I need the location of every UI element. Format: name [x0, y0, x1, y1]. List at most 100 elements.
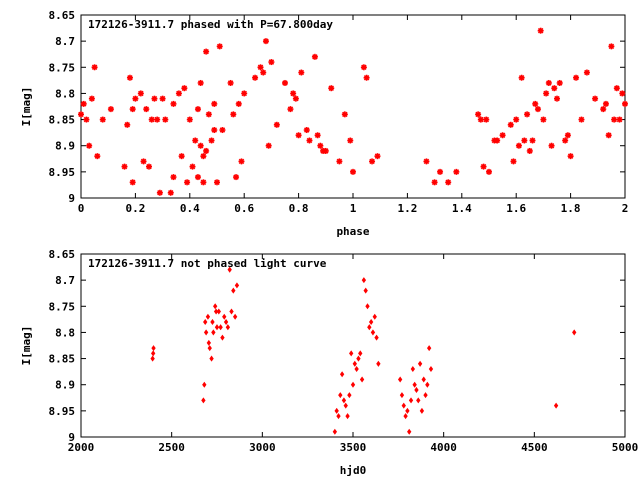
data-point — [200, 153, 207, 160]
data-point — [350, 168, 356, 175]
data-point — [132, 95, 139, 102]
data-point — [143, 106, 150, 113]
y-tick-label: 8.75 — [49, 300, 76, 313]
x-tick-label: 0.4 — [180, 202, 200, 215]
data-point — [622, 100, 628, 107]
data-point — [192, 137, 199, 144]
phased-data-points — [78, 27, 628, 196]
x-tick-label: 0 — [78, 202, 85, 215]
data-point — [222, 313, 227, 320]
data-point — [374, 153, 381, 160]
x-tick-label: 3500 — [340, 441, 367, 454]
data-point — [368, 318, 374, 325]
data-point — [211, 127, 218, 134]
data-point — [428, 366, 434, 373]
x-tick-label: 1 — [350, 202, 357, 215]
data-point — [423, 392, 428, 399]
data-point — [532, 100, 539, 107]
data-point — [178, 153, 185, 160]
data-point — [205, 313, 211, 320]
y-tick-label: 8.9 — [55, 140, 75, 153]
data-point — [564, 132, 571, 139]
data-point — [295, 132, 302, 139]
unphased-chart-title: 172126-3911.7 not phased light curve — [88, 257, 327, 270]
data-point — [86, 142, 93, 149]
y-tick-label: 9 — [68, 431, 75, 444]
data-point — [203, 329, 209, 336]
data-point — [437, 168, 444, 175]
data-point — [360, 64, 367, 71]
y-tick-label: 8.85 — [49, 114, 76, 127]
data-point — [537, 27, 544, 34]
data-point — [220, 334, 225, 341]
data-point — [314, 132, 321, 139]
data-point — [551, 85, 558, 92]
data-point — [234, 282, 240, 289]
data-point — [227, 266, 232, 273]
data-point — [363, 287, 368, 294]
data-point — [562, 137, 569, 144]
data-point — [486, 168, 492, 175]
phased-y-axis-label: I[mag] — [20, 87, 33, 127]
data-point — [592, 95, 599, 102]
data-point — [416, 397, 421, 404]
unphased-x-axis-label: hjd0 — [340, 464, 367, 477]
data-point — [129, 179, 136, 186]
unphased-light-curve-panel: 2000 2500 3000 3500 4000 4500 5000 8.65 8.7 8.75 8… — [20, 248, 638, 477]
unphased-data-points — [150, 266, 577, 435]
data-point — [189, 163, 196, 170]
data-point — [365, 303, 370, 310]
data-point — [367, 324, 372, 331]
x-tick-label: 5000 — [612, 441, 639, 454]
data-point — [421, 376, 426, 383]
data-point — [345, 413, 350, 420]
data-point — [298, 69, 305, 76]
data-point — [175, 90, 182, 97]
data-point — [513, 116, 520, 123]
data-point — [397, 376, 403, 383]
data-point — [170, 100, 177, 107]
data-point — [154, 116, 161, 123]
data-point — [219, 127, 226, 134]
data-point — [602, 100, 609, 107]
data-point — [475, 111, 482, 118]
data-point — [211, 329, 216, 336]
x-tick-label: 4000 — [430, 441, 457, 454]
data-point — [232, 313, 238, 320]
y-tick-label: 8.8 — [55, 87, 75, 100]
data-point — [107, 106, 114, 113]
data-point — [410, 366, 416, 373]
data-point — [613, 85, 620, 92]
data-point — [197, 79, 204, 86]
data-point — [350, 381, 356, 388]
data-point — [80, 100, 87, 107]
data-point — [616, 116, 623, 123]
data-point — [216, 308, 221, 315]
data-point — [363, 74, 370, 81]
data-point — [159, 95, 166, 102]
phased-chart-title: 172126-3911.7 phased with P=67.800day — [88, 18, 333, 31]
data-point — [238, 158, 245, 165]
data-point — [372, 313, 377, 320]
data-point — [431, 179, 438, 186]
data-point — [510, 158, 517, 165]
data-point — [423, 158, 430, 165]
data-point — [151, 345, 156, 352]
y-tick-label: 8.65 — [49, 248, 76, 261]
y-tick-label: 8.65 — [49, 9, 76, 22]
data-point — [184, 179, 191, 186]
data-point — [328, 85, 335, 92]
x-tick-label: 0.2 — [125, 202, 145, 215]
data-point — [600, 106, 607, 113]
data-point — [252, 74, 259, 81]
data-point — [572, 329, 577, 336]
data-point — [170, 174, 177, 181]
data-point — [317, 142, 324, 149]
data-point — [405, 407, 410, 414]
data-point — [140, 158, 147, 165]
data-point — [322, 147, 329, 154]
data-point — [202, 381, 207, 388]
y-tick-label: 8.95 — [49, 405, 76, 418]
data-point — [200, 179, 207, 186]
data-point — [361, 277, 367, 284]
